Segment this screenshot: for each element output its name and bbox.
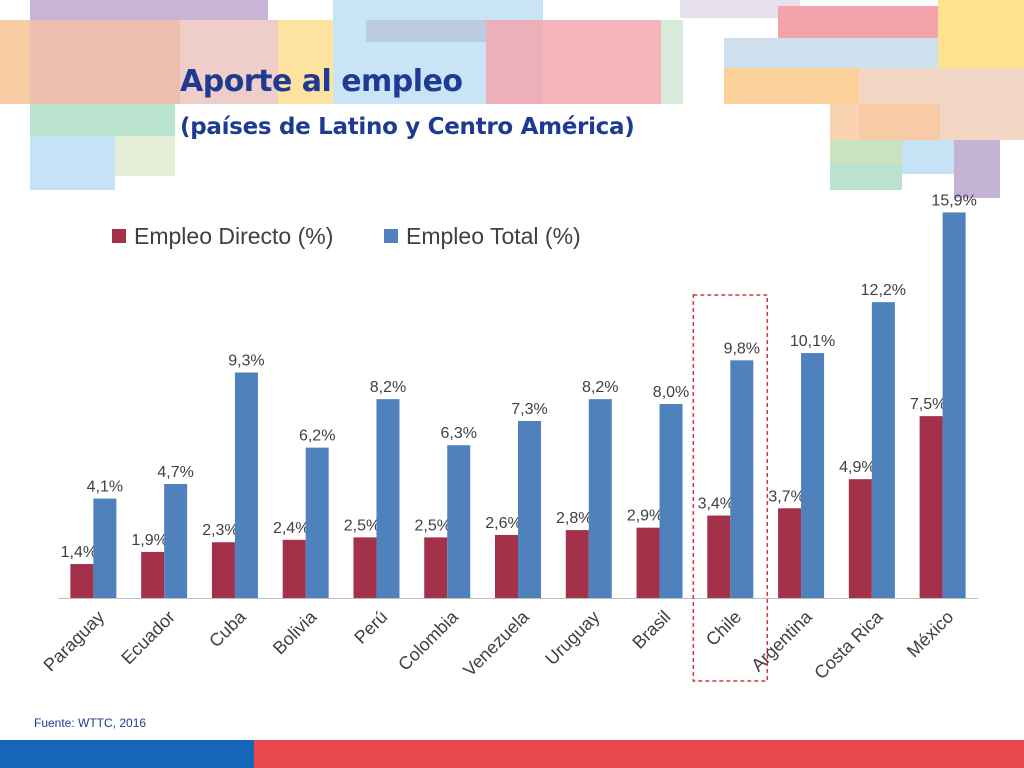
bar-total — [164, 484, 188, 598]
data-label: 3,4% — [698, 496, 734, 513]
data-label: 4,9% — [839, 459, 875, 476]
bar-directo — [282, 539, 306, 598]
decor-block — [366, 20, 486, 42]
decor-block — [30, 104, 175, 136]
category-label: Bolivia — [269, 606, 321, 658]
category-label: Ecuador — [117, 607, 179, 669]
data-label: 4,7% — [157, 464, 193, 481]
bar-total — [942, 212, 966, 599]
bar-total — [588, 399, 612, 598]
legend-swatch — [112, 229, 126, 243]
data-label: 10,1% — [790, 333, 835, 350]
data-label: 7,3% — [511, 401, 547, 418]
data-label: 6,2% — [299, 428, 335, 445]
decor-block — [724, 38, 938, 68]
slide-subtitle: (países de Latino y Centro América) — [180, 114, 635, 140]
decor-block — [30, 20, 278, 104]
data-label: 2,3% — [202, 522, 238, 539]
legend-label: Empleo Directo (%) — [134, 223, 333, 249]
bar-directo — [70, 564, 94, 598]
bar-total — [801, 353, 825, 598]
category-label: Paraguay — [40, 607, 109, 676]
bar-directo — [141, 551, 165, 598]
bar-directo — [707, 515, 731, 598]
bar-total — [730, 360, 754, 598]
decor-block — [680, 0, 800, 18]
decor-block — [661, 20, 683, 104]
category-label: Chile — [702, 607, 745, 650]
data-label: 2,5% — [344, 517, 380, 534]
bar-total — [93, 498, 117, 598]
data-label: 2,4% — [273, 520, 309, 537]
decor-block — [30, 136, 115, 190]
data-label: 8,2% — [582, 379, 618, 396]
category-label: Cuba — [205, 606, 250, 651]
decor-block — [30, 0, 268, 20]
bar-total — [376, 399, 400, 598]
decor-block — [830, 104, 940, 140]
bar-directo — [636, 527, 660, 598]
decor-block — [902, 140, 954, 174]
data-label: 2,8% — [556, 510, 592, 527]
decor-block — [278, 20, 333, 104]
legend-swatch — [384, 229, 398, 243]
highlight-box — [692, 294, 769, 682]
bar-directo — [424, 537, 448, 598]
data-label: 12,2% — [861, 282, 906, 299]
bar-directo — [353, 537, 377, 598]
data-label: 2,9% — [627, 508, 663, 525]
decor-block — [830, 140, 902, 164]
data-label: 6,3% — [440, 425, 476, 442]
data-label: 1,9% — [131, 532, 167, 549]
legend-label: Empleo Total (%) — [406, 223, 581, 249]
category-label: Perú — [350, 607, 391, 648]
bar-total — [234, 372, 258, 598]
decor-block — [830, 164, 902, 190]
data-label: 9,8% — [724, 340, 760, 357]
decor-block — [724, 68, 859, 104]
category-label: México — [903, 607, 957, 661]
bar-total — [518, 420, 541, 598]
data-label: 2,6% — [485, 515, 521, 532]
decor-block — [938, 0, 1024, 68]
decor-block — [486, 20, 661, 104]
decor-block — [115, 136, 175, 176]
bar-directo — [211, 542, 235, 598]
data-label: 8,2% — [370, 379, 406, 396]
category-label: Venezuela — [459, 606, 533, 680]
decor-block — [954, 140, 1000, 198]
slide-title: Aporte al empleo — [180, 64, 463, 99]
bar-total — [305, 447, 329, 598]
data-label: 1,4% — [61, 544, 97, 561]
data-label: 3,7% — [768, 488, 804, 505]
bar-total — [447, 445, 471, 598]
source-note: Fuente: WTTC, 2016 — [34, 716, 147, 730]
bar-total — [871, 302, 895, 598]
data-label: 2,5% — [414, 517, 450, 534]
bar-total — [659, 404, 683, 598]
category-label: Colombia — [394, 606, 463, 675]
bar-directo — [919, 416, 943, 598]
bar-directo — [495, 534, 518, 598]
data-label: 15,9% — [931, 192, 976, 209]
bar-directo — [565, 530, 589, 598]
category-label: Argentina — [747, 606, 816, 675]
category-label: Uruguay — [541, 607, 603, 669]
data-label: 7,5% — [910, 396, 946, 413]
data-label: 8,0% — [653, 384, 689, 401]
data-label: 4,1% — [87, 479, 123, 496]
footer-bar-red — [254, 740, 1024, 768]
bar-directo — [848, 479, 872, 598]
category-label: Costa Rica — [810, 606, 887, 683]
decor-block — [778, 6, 938, 38]
category-label: Brasil — [628, 607, 674, 653]
footer-bar-blue — [0, 740, 254, 768]
bar-directo — [778, 508, 802, 598]
data-label: 9,3% — [228, 352, 264, 369]
